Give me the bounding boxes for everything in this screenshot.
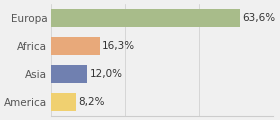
Text: 16,3%: 16,3% bbox=[102, 41, 135, 51]
Text: 63,6%: 63,6% bbox=[242, 13, 275, 23]
Bar bbox=[52, 65, 87, 83]
Bar bbox=[52, 93, 76, 111]
Bar bbox=[52, 9, 240, 27]
Bar bbox=[52, 37, 100, 55]
Text: 12,0%: 12,0% bbox=[89, 69, 122, 79]
Text: 8,2%: 8,2% bbox=[78, 97, 105, 107]
